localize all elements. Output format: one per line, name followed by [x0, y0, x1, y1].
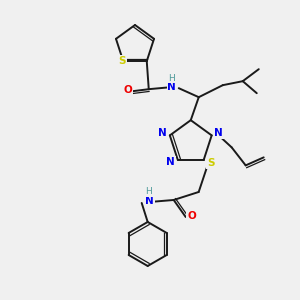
- Text: N: N: [167, 82, 176, 92]
- Text: N: N: [158, 128, 167, 138]
- Text: H: H: [168, 74, 175, 83]
- Text: O: O: [187, 211, 196, 221]
- Text: N: N: [145, 196, 154, 206]
- Text: O: O: [123, 85, 132, 95]
- Text: S: S: [118, 56, 126, 66]
- Text: N: N: [167, 157, 175, 167]
- Text: N: N: [214, 128, 223, 138]
- Text: S: S: [207, 158, 214, 168]
- Text: H: H: [145, 188, 152, 196]
